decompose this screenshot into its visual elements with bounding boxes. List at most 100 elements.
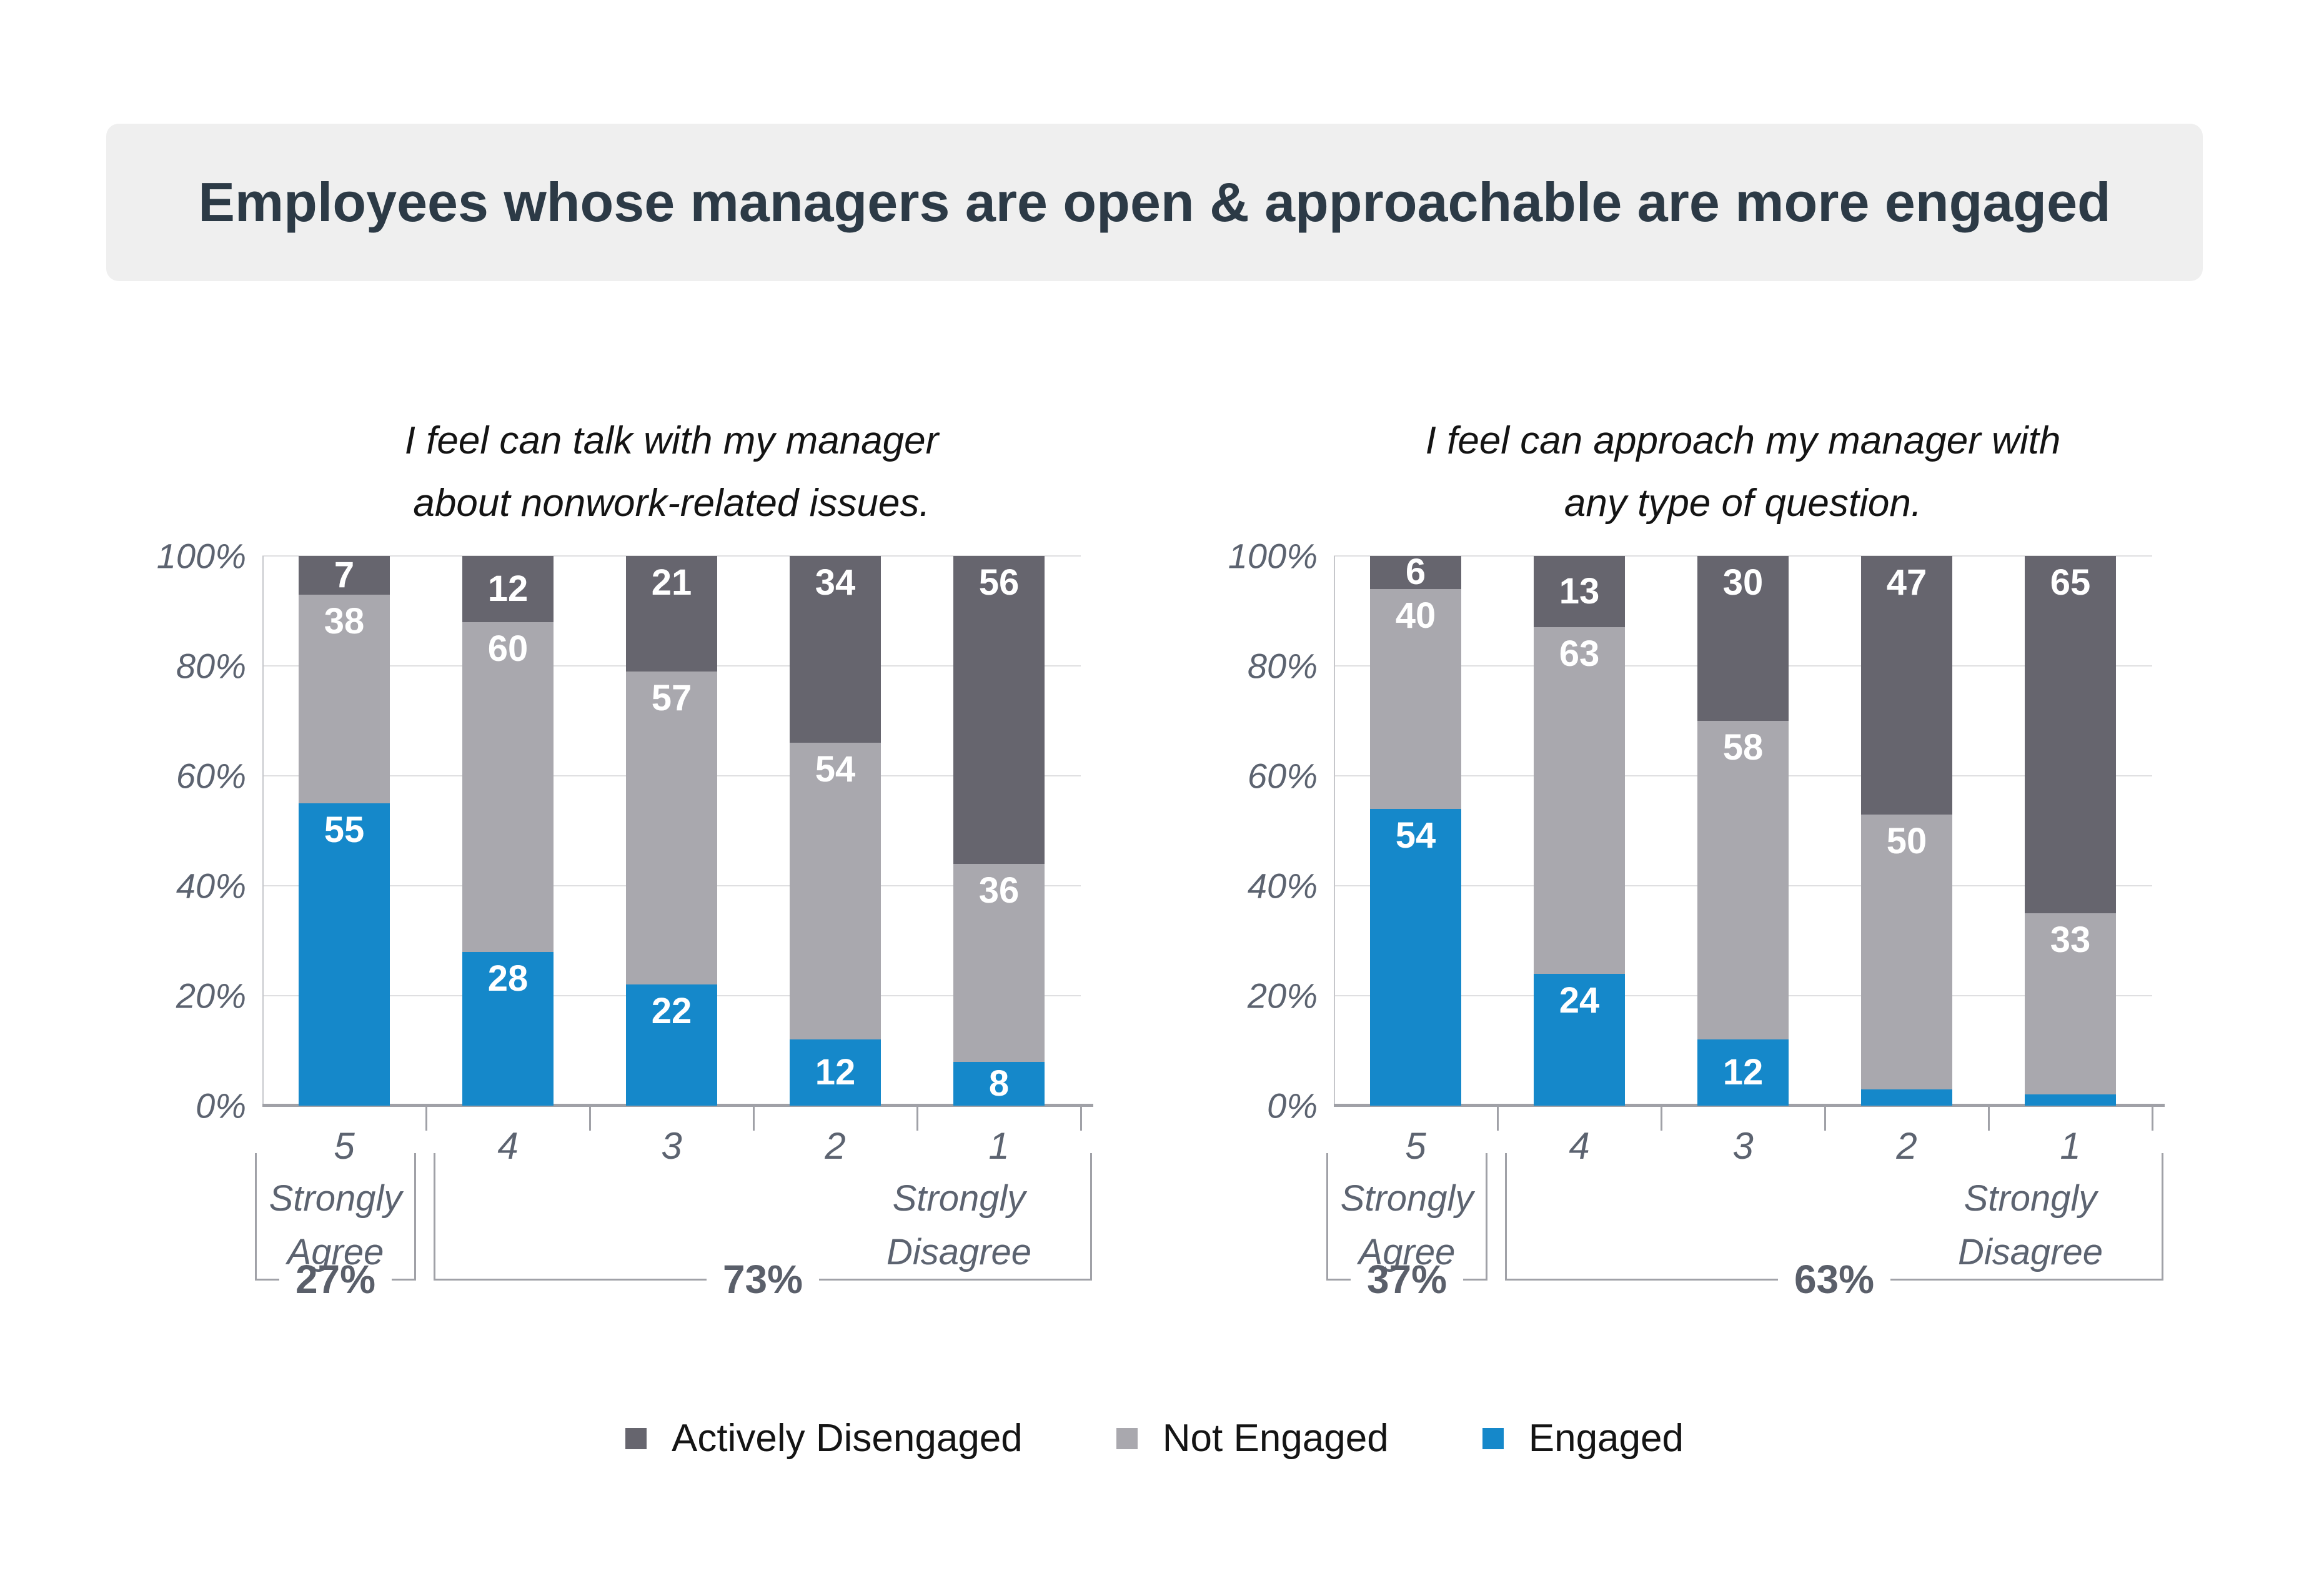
- bracket-strongly-disagree: Strongly Disagree 73%: [434, 1153, 1092, 1299]
- legend-swatch: [625, 1428, 647, 1449]
- chart-right-plot-area: 0% 20% 40% 60% 80% 100% 54 40 6 5 24 63 13 4 12 58 30 3 50…: [1228, 537, 2165, 1299]
- segment-value-label: 40: [1395, 595, 1436, 636]
- x-axis-label: 5: [334, 1125, 355, 1167]
- segment-value-label: 55: [324, 810, 365, 850]
- segment-value-label: 38: [324, 600, 365, 642]
- x-axis-label: 4: [1569, 1125, 1590, 1167]
- axis-tick: [1080, 1106, 1082, 1131]
- bar-segment-actively-disengaged: 21: [626, 556, 717, 672]
- legend-label: Not Engaged: [1162, 1417, 1389, 1460]
- legend-item: Engaged: [1482, 1419, 1684, 1458]
- chart-left-plot-area: 0% 20% 40% 60% 80% 100% 55 38 7 5 28 60 12 4 22 57 21 3 12…: [157, 537, 1093, 1299]
- segment-value-label: 22: [651, 991, 692, 1032]
- segment-value-label: 21: [651, 562, 692, 603]
- legend-swatch: [1482, 1428, 1504, 1449]
- bar-segment-engaged: [1861, 1089, 1952, 1106]
- chart-left: I feel can talk with my manager about no…: [150, 400, 1100, 1374]
- y-axis-label: 100%: [156, 536, 246, 576]
- chart-title-line: I feel can approach my manager with: [1425, 419, 2061, 462]
- segment-value-label: 63: [1559, 633, 1600, 675]
- chart-right: I feel can approach my manager with any …: [1221, 400, 2171, 1374]
- y-axis-label: 80%: [176, 646, 246, 686]
- bar-segment-engaged: 8: [953, 1061, 1045, 1106]
- chart-title-line: I feel can talk with my manager: [404, 419, 939, 462]
- y-axis-label: 100%: [1228, 536, 1318, 576]
- bar-segment-not-engaged: 60: [462, 622, 554, 952]
- legend-item: Not Engaged: [1116, 1419, 1389, 1458]
- bar-segment-actively-disengaged: 65: [2025, 556, 2116, 913]
- chart-right-title: I feel can approach my manager with any …: [1334, 410, 2152, 535]
- bar-segment-actively-disengaged: 34: [790, 556, 881, 743]
- bar-segment-actively-disengaged: 6: [1370, 554, 1461, 590]
- legend: Actively Disengaged Not Engaged Engaged: [0, 1419, 2309, 1458]
- segment-value-label: 58: [1722, 727, 1764, 768]
- bracket-strongly-agree: Strongly Agree 37%: [1326, 1153, 1487, 1299]
- y-axis-label: 40%: [176, 866, 246, 906]
- segment-value-label: 60: [487, 628, 529, 669]
- segment-value-label: 7: [334, 554, 355, 595]
- gridline: [262, 555, 1081, 557]
- y-axis-label: 60%: [1247, 756, 1318, 796]
- bracket-line-row: 73%: [434, 1257, 1092, 1302]
- bar-segment-actively-disengaged: 7: [299, 556, 390, 595]
- x-axis-label: 5: [1405, 1125, 1426, 1167]
- segment-value-label: 57: [651, 677, 692, 718]
- bar-segment-not-engaged: 54: [790, 743, 881, 1040]
- bar-segment-not-engaged: 63: [1534, 627, 1625, 974]
- bar-segment-not-engaged: 40: [1370, 588, 1461, 809]
- axis-tick: [916, 1106, 918, 1131]
- segment-value-label: 47: [1886, 562, 1927, 603]
- bracket-line: [434, 1278, 707, 1281]
- page-title: Employees whose managers are open & appr…: [198, 171, 2111, 233]
- legend-swatch: [1116, 1428, 1138, 1449]
- segment-value-label: 28: [487, 958, 529, 999]
- segment-value-label: 13: [1559, 571, 1600, 612]
- axis-tick: [589, 1106, 591, 1131]
- bracket-line: [1326, 1278, 1351, 1281]
- y-axis-label: 40%: [1247, 866, 1318, 906]
- bar-segment-not-engaged: 57: [626, 671, 717, 985]
- bar-segment-actively-disengaged: 13: [1534, 556, 1625, 628]
- chart-title-line: any type of question.: [1564, 482, 1922, 525]
- bracket-line: [1890, 1278, 2163, 1281]
- x-axis-label: 3: [1732, 1125, 1754, 1167]
- segment-value-label: 12: [815, 1052, 856, 1093]
- bar-segment-engaged: 12: [1697, 1039, 1789, 1106]
- bracket-percent: 27%: [295, 1257, 376, 1302]
- y-axis-label: 0%: [196, 1086, 246, 1126]
- bracket-line: [255, 1278, 279, 1281]
- axis-tick: [425, 1106, 427, 1131]
- bracket-line: [1463, 1278, 1487, 1281]
- bracket-percent: 63%: [1794, 1257, 1875, 1302]
- axis-tick: [1824, 1106, 1826, 1131]
- bar-segment-actively-disengaged: 47: [1861, 556, 1952, 815]
- y-axis-label: 0%: [1267, 1086, 1318, 1126]
- segment-value-label: 30: [1722, 562, 1764, 603]
- y-axis-line: [1334, 556, 1335, 1106]
- bracket-strongly-agree: Strongly Agree 27%: [255, 1153, 416, 1299]
- bracket-strongly-disagree: Strongly Disagree 63%: [1505, 1153, 2163, 1299]
- x-axis-label: 1: [2060, 1125, 2081, 1167]
- y-axis-line: [262, 556, 264, 1106]
- y-axis-label: 60%: [176, 756, 246, 796]
- x-axis-label: 4: [497, 1125, 519, 1167]
- bracket-percent: 73%: [722, 1257, 803, 1302]
- bar-segment-engaged: 24: [1534, 973, 1625, 1106]
- segment-value-label: 34: [815, 562, 856, 603]
- segment-value-label: 56: [978, 562, 1020, 603]
- axis-tick: [753, 1106, 755, 1131]
- bracket-label: Strongly Agree: [1340, 1178, 1474, 1272]
- chart-title-line: about nonwork-related issues.: [413, 482, 930, 525]
- bar-segment-engaged: 22: [626, 984, 717, 1106]
- segment-value-label: 54: [1395, 815, 1436, 856]
- axis-tick: [1661, 1106, 1662, 1131]
- segment-value-label: 33: [2050, 919, 2091, 961]
- bar-segment-engaged: [2025, 1094, 2116, 1106]
- bar-segment-engaged: 28: [462, 951, 554, 1106]
- bar-segment-not-engaged: 50: [1861, 814, 1952, 1089]
- segment-value-label: 12: [1722, 1052, 1764, 1093]
- bar-segment-actively-disengaged: 12: [462, 556, 554, 622]
- segment-value-label: 36: [978, 870, 1020, 911]
- segment-value-label: 50: [1886, 820, 1927, 861]
- bar-segment-engaged: 12: [790, 1039, 881, 1106]
